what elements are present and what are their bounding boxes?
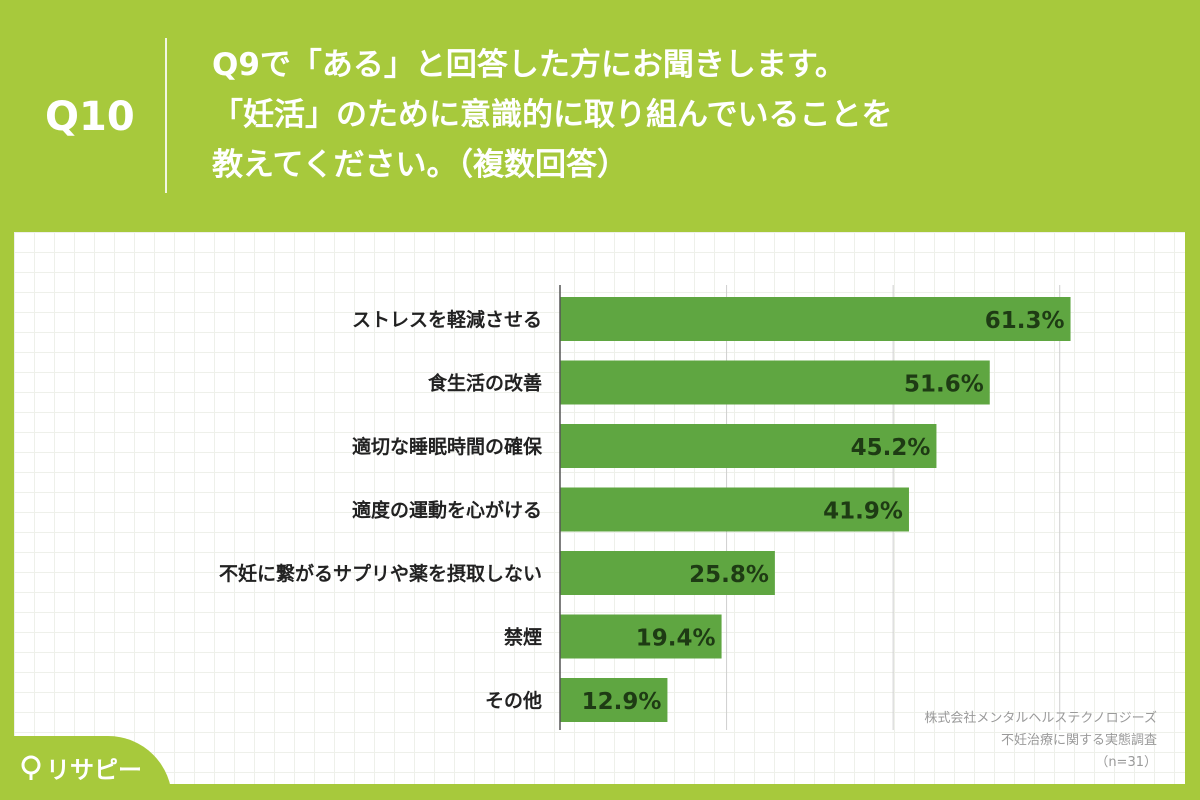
- bar-value-label: 61.3%: [985, 308, 1065, 334]
- bar: [560, 551, 775, 595]
- category-label: その他: [485, 689, 542, 712]
- chart-panel: 61.3% ストレスを軽減させる 51.6% 食生活の改善 45.2% 適切な睡眠時間の確…: [14, 232, 1185, 784]
- category-label: ストレスを軽減させる: [352, 308, 542, 331]
- bar-value-label: 41.9%: [823, 499, 903, 525]
- category-label: 禁煙: [504, 626, 542, 649]
- question-number: Q10: [45, 94, 135, 140]
- bar-value-label: 25.8%: [689, 562, 769, 588]
- bar: [560, 487, 909, 532]
- bar: [560, 614, 722, 659]
- question-line-3: 教えてください。（複数回答）: [212, 147, 629, 183]
- bar-value-label: 12.9%: [582, 689, 662, 715]
- credit-sample: （n=31）: [1095, 755, 1157, 770]
- logo-badge: リサピー: [0, 736, 172, 800]
- bar: [560, 297, 1071, 341]
- category-label: 適度の運動を心がける: [352, 499, 542, 522]
- bar-value-label: 19.4%: [636, 626, 716, 652]
- credit-survey: 不妊治療に関する実態調査: [1000, 733, 1157, 748]
- bar: [560, 360, 990, 405]
- bar-value-label: 45.2%: [851, 435, 931, 461]
- logo: リサピー: [20, 750, 142, 785]
- question-line-1: Q9で「ある」と回答した方にお聞きします。: [212, 47, 846, 83]
- survey-credit: 株式会社メンタルヘルステクノロジーズ 不妊治療に関する実態調査 （n=31）: [924, 708, 1157, 774]
- bar: [560, 424, 937, 468]
- bar: [560, 678, 668, 722]
- category-label: 食生活の改善: [428, 372, 542, 395]
- question-line-2: 「妊活」のために意識的に取り組んでいることを: [212, 97, 893, 133]
- category-label: 不妊に繋がるサプリや薬を摂取しない: [219, 562, 542, 585]
- category-label: 適切な睡眠時間の確保: [352, 435, 543, 458]
- lightbulb-icon: [21, 755, 41, 780]
- bar-value-label: 51.6%: [904, 372, 984, 398]
- logo-text: リサピー: [46, 756, 142, 784]
- bar-chart: 61.3% ストレスを軽減させる 51.6% 食生活の改善 45.2% 適切な睡眠時間の確…: [219, 285, 1071, 730]
- header-divider: [165, 38, 167, 193]
- credit-company: 株式会社メンタルヘルステクノロジーズ: [924, 711, 1157, 726]
- question-header: Q10 Q9で「ある」と回答した方にお聞きします。 「妊活」のために意識的に取り…: [0, 0, 1200, 232]
- question-text: Q9で「ある」と回答した方にお聞きします。 「妊活」のために意識的に取り組んでい…: [212, 40, 1112, 190]
